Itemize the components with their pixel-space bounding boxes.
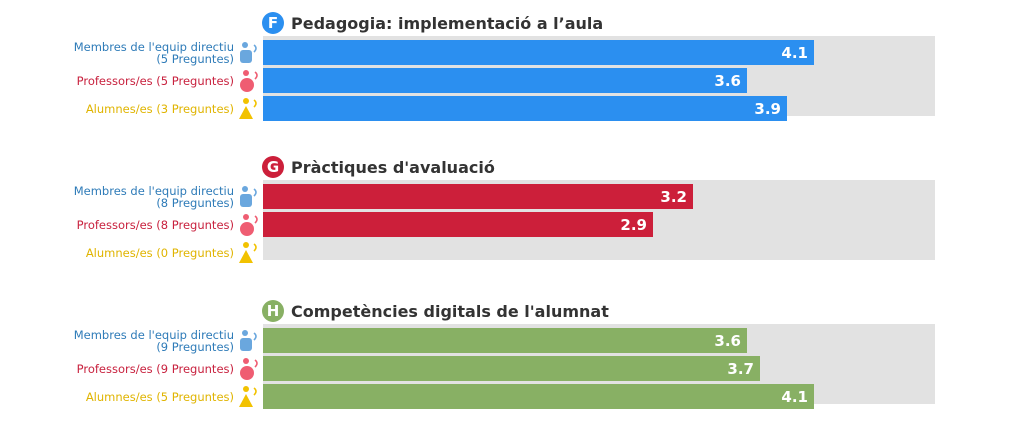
bar-value-label: 4.1 xyxy=(781,387,808,406)
section-title: F Pedagogia: implementació a l’aula xyxy=(262,10,603,36)
bar-row-student: Alumnes/es (3 Preguntes) 3.9 xyxy=(0,96,1024,121)
leader-person-icon xyxy=(239,41,261,65)
bar-value-label: 3.6 xyxy=(714,71,741,90)
row-label-line2: (5 Preguntes) xyxy=(156,51,234,66)
row-label-line1: Professors/es (8 Preguntes) xyxy=(76,217,234,232)
section-title-text: Pràctiques d'avaluació xyxy=(291,157,495,177)
row-label: Professors/es (9 Preguntes) xyxy=(77,356,234,381)
row-label: Alumnes/es (5 Preguntes) xyxy=(86,384,234,409)
row-label-line2: (9 Preguntes) xyxy=(156,339,234,354)
row-label: Membres de l'equip directiu (8 Preguntes) xyxy=(74,184,234,209)
teacher-person-icon xyxy=(239,69,261,93)
row-label-line1: Membres de l'equip directiu xyxy=(73,39,234,54)
section-letter-badge: H xyxy=(262,300,284,322)
row-label-line1: Alumnes/es (3 Preguntes) xyxy=(85,101,234,116)
row-label: Professors/es (8 Preguntes) xyxy=(77,212,234,237)
leader-person-icon xyxy=(239,185,261,209)
bar-leader: 4.1 xyxy=(263,40,814,65)
bar-student: 4.1 xyxy=(263,384,814,409)
row-label: Membres de l'equip directiu (5 Preguntes) xyxy=(74,40,234,65)
bar-value-label: 3.2 xyxy=(660,187,687,206)
row-label: Membres de l'equip directiu (9 Preguntes) xyxy=(74,328,234,353)
bar-row-student: Alumnes/es (0 Preguntes) xyxy=(0,240,1024,265)
bar-teacher: 2.9 xyxy=(263,212,653,237)
row-label: Alumnes/es (0 Preguntes) xyxy=(86,240,234,265)
bar-leader: 3.2 xyxy=(263,184,693,209)
row-label: Alumnes/es (3 Preguntes) xyxy=(86,96,234,121)
row-label: Professors/es (5 Preguntes) xyxy=(77,68,234,93)
row-label-line1: Professors/es (5 Preguntes) xyxy=(76,73,234,88)
bar-teacher: 3.6 xyxy=(263,68,747,93)
chart-root: F Pedagogia: implementació a l’aula Membre… xyxy=(0,10,1024,409)
bar-row-teacher: Professors/es (9 Preguntes) 3.7 xyxy=(0,356,1024,381)
section-title: G Pràctiques d'avaluació xyxy=(262,154,495,180)
bar-value-label: 3.7 xyxy=(727,359,754,378)
bar-student: 3.9 xyxy=(263,96,787,121)
row-label-line1: Alumnes/es (5 Preguntes) xyxy=(85,389,234,404)
row-label-line1: Alumnes/es (0 Preguntes) xyxy=(85,245,234,260)
teacher-person-icon xyxy=(239,357,261,381)
bar-value-label: 3.6 xyxy=(714,331,741,350)
row-label-line1: Membres de l'equip directiu xyxy=(73,327,234,342)
student-person-icon xyxy=(239,241,261,265)
bar-value-label: 3.9 xyxy=(754,99,781,118)
row-label-line1: Membres de l'equip directiu xyxy=(73,183,234,198)
teacher-person-icon xyxy=(239,213,261,237)
student-person-icon xyxy=(239,97,261,121)
bar-row-leader: Membres de l'equip directiu (9 Preguntes)… xyxy=(0,328,1024,353)
bar-teacher: 3.7 xyxy=(263,356,760,381)
chart-section-h: H Competències digitals de l'alumnat Membr… xyxy=(0,298,1024,426)
section-letter-badge: F xyxy=(262,12,284,34)
chart-section-f: F Pedagogia: implementació a l’aula Membre… xyxy=(0,10,1024,138)
row-label-line2: (8 Preguntes) xyxy=(156,195,234,210)
leader-person-icon xyxy=(239,329,261,353)
chart-section-g: G Pràctiques d'avaluació Membres de l'equi… xyxy=(0,154,1024,282)
bar-row-leader: Membres de l'equip directiu (8 Preguntes)… xyxy=(0,184,1024,209)
bar-row-teacher: Professors/es (8 Preguntes) 2.9 xyxy=(0,212,1024,237)
row-label-line1: Professors/es (9 Preguntes) xyxy=(76,361,234,376)
bar-value-label: 4.1 xyxy=(781,43,808,62)
bar-value-label: 2.9 xyxy=(620,215,647,234)
section-letter-badge: G xyxy=(262,156,284,178)
bar-row-student: Alumnes/es (5 Preguntes) 4.1 xyxy=(0,384,1024,409)
section-title-text: Competències digitals de l'alumnat xyxy=(291,301,609,321)
section-title: H Competències digitals de l'alumnat xyxy=(262,298,609,324)
student-person-icon xyxy=(239,385,261,409)
bar-row-teacher: Professors/es (5 Preguntes) 3.6 xyxy=(0,68,1024,93)
section-title-text: Pedagogia: implementació a l’aula xyxy=(291,13,604,33)
bar-row-leader: Membres de l'equip directiu (5 Preguntes)… xyxy=(0,40,1024,65)
bar-leader: 3.6 xyxy=(263,328,747,353)
